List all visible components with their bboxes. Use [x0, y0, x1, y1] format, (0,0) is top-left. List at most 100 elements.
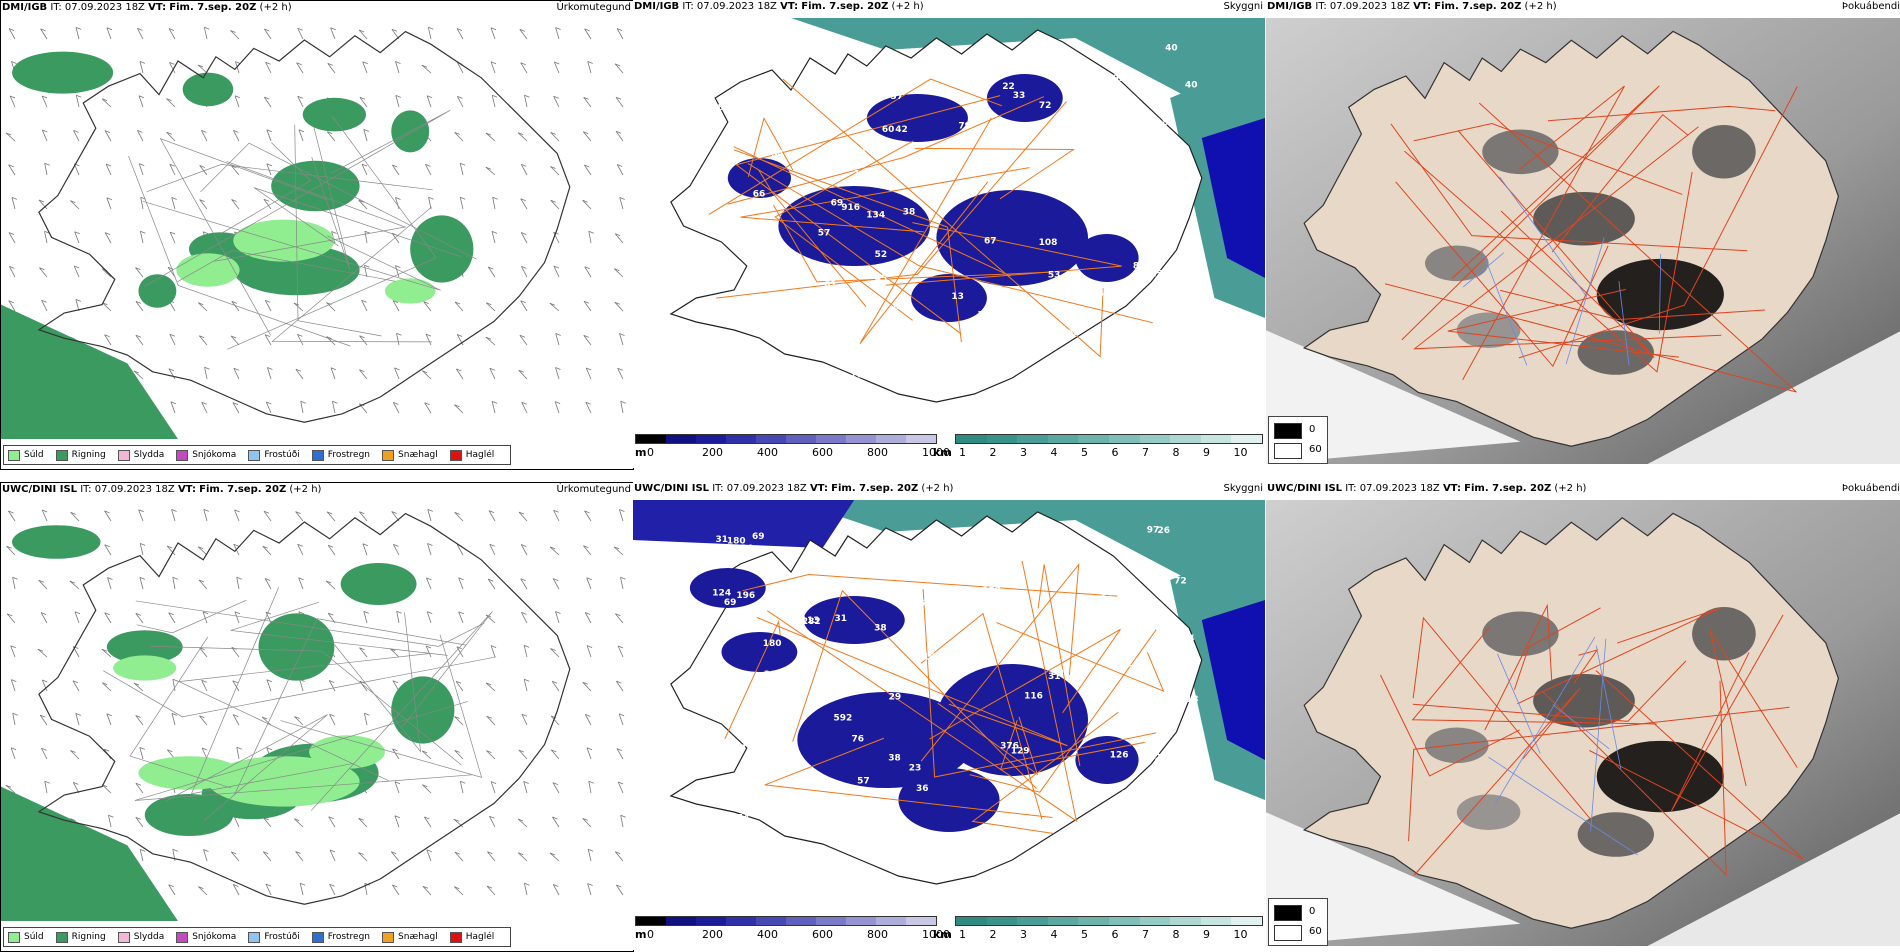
map-area[interactable] [1266, 500, 1900, 946]
visibility-value: 186 [1156, 118, 1175, 128]
legend-label: 0 [1309, 424, 1316, 435]
km-tick: 7 [1142, 446, 1149, 459]
it-value: 07.09.2023 18Z [94, 484, 175, 495]
colorbar-step [696, 917, 726, 925]
colorbar-step [1108, 917, 1140, 925]
vt-value: Fim. 7.sep. 20Z [169, 2, 257, 13]
map-area[interactable] [1266, 18, 1900, 464]
visibility-value: 57 [754, 236, 767, 246]
visibility-value: 89 [1133, 261, 1146, 271]
visibility-value: 173 [1173, 305, 1192, 315]
map-area[interactable]: 173 186 100 125 129 64 71 67 52 66 111 79 60 99 103 61 7… [633, 18, 1265, 418]
meter-tick: 800 [867, 446, 888, 459]
visibility-value: 211 [1128, 664, 1147, 674]
vt-value: Fim. 7.sep. 20Z [801, 1, 889, 12]
map-area[interactable] [1, 501, 633, 921]
visibility-value: 26 [910, 627, 923, 637]
product-name: Úrkomutegund [556, 2, 631, 13]
visibility-value: 169 [850, 371, 869, 381]
visibility-value: 111 [891, 73, 910, 83]
visibility-value: 38 [888, 753, 901, 763]
visibility-value: 87 [944, 621, 957, 631]
vt-value: Fim. 7.sep. 20Z [831, 483, 919, 494]
visibility-value: 126 [1110, 750, 1129, 760]
visibility-values: 173 186 100 125 129 64 71 67 52 66 111 79 60 99 103 61 7… [711, 44, 1198, 381]
legend-item: Snæhagl [382, 931, 438, 943]
visibility-value: 69 [752, 532, 765, 542]
visibility-value: 54 [737, 814, 750, 824]
visibility-value: 91 [979, 140, 992, 150]
legend-label: Frostregn [327, 932, 371, 942]
map-area[interactable] [1, 19, 633, 439]
legend-swatch [1274, 443, 1302, 459]
vt-label: VT: [1413, 1, 1432, 12]
visibility-value: 178 [741, 725, 760, 735]
visibility-value: 99 [1008, 124, 1021, 134]
visibility-value: 114 [977, 310, 996, 320]
visibility-value: 38 [882, 839, 895, 849]
km-tick: 7 [1142, 928, 1149, 941]
meter-tick: 0 [647, 928, 654, 941]
legend-swatch [117, 449, 130, 461]
legend-label: Súld [24, 932, 44, 942]
legend-item: Frostregn [311, 931, 371, 943]
colorbar-step [1047, 917, 1079, 925]
visibility-value: 38 [903, 207, 916, 217]
km-tick: 3 [1020, 446, 1027, 459]
colorbar-step [1170, 917, 1201, 925]
visibility-value: 278 [782, 809, 801, 819]
visibility-value: 34 [1182, 634, 1195, 644]
panel-header: DMI/IGB IT: 07.09.2023 18Z VT: Fim. 7.se… [1266, 0, 1900, 14]
legend-item: Haglél [449, 449, 494, 461]
colorbar-step [1078, 917, 1109, 925]
vt-value: Fim. 7.sep. 20Z [199, 484, 287, 495]
km-tick: 1 [959, 446, 966, 459]
it-value: 07.09.2023 18Z [696, 1, 777, 12]
colorbar-step [1231, 435, 1262, 443]
legend-swatch [1274, 905, 1302, 921]
ocean-visibility-field [633, 500, 1265, 800]
legend-swatch [55, 931, 68, 943]
visibility-value: 103 [824, 354, 843, 364]
visibility-value: 40 [947, 613, 960, 623]
precip-type-legend: Súld Rigning Slydda Snjókoma Frostúði Frostre… [3, 445, 512, 465]
meter-tick: 800 [867, 928, 888, 941]
visibility-value: 37 [859, 346, 872, 356]
visibility-value: 74 [1083, 545, 1096, 555]
it-label: IT: [1315, 1, 1327, 12]
visibility-value: 129 [1011, 746, 1030, 756]
visibility-value: 72 [1039, 101, 1052, 111]
km-unit: km [933, 446, 952, 459]
legend-item: Haglél [449, 931, 494, 943]
visibility-value: 23 [909, 764, 922, 774]
visibility-value: 134 [866, 210, 885, 220]
legend-label: Snæhagl [398, 450, 438, 460]
visibility-value: 180 [727, 537, 746, 547]
visibility-value: 94 [730, 301, 743, 311]
visibility-value: 52 [875, 250, 888, 260]
meter-unit: m [635, 446, 647, 459]
legend-swatch [311, 931, 324, 943]
legend-swatch [1274, 423, 1302, 439]
visibility-value: 72 [1174, 576, 1187, 586]
visibility-value: 27 [780, 98, 793, 108]
legend-item: Rigning [55, 449, 106, 461]
visibility-value: 71 [988, 574, 1001, 584]
legend-swatch [1274, 925, 1302, 941]
panel-header: UWC/DINI ISL IT: 07.09.2023 18Z VT: Fim.… [1, 483, 633, 497]
legend-label: Súld [24, 450, 44, 460]
road-network [103, 587, 497, 822]
map-area[interactable]: 89 178 211 75 57 178 592 531 282 278 110 124 180 213 9… [633, 500, 1265, 900]
meter-tick: 600 [812, 928, 833, 941]
colorbar-step [1078, 435, 1109, 443]
visibility-value: 97 [1147, 525, 1160, 535]
colorbar-step [956, 435, 987, 443]
visibility-value: 53 [1048, 271, 1061, 281]
visibility-value: 59 [710, 799, 723, 809]
legend-label: Slydda [133, 450, 165, 460]
colorbar-step [876, 917, 906, 925]
visibility-value: 79 [958, 121, 971, 131]
it-label: IT: [712, 483, 724, 494]
legend-label: 60 [1309, 444, 1322, 455]
it-value: 07.09.2023 18Z [1329, 1, 1410, 12]
